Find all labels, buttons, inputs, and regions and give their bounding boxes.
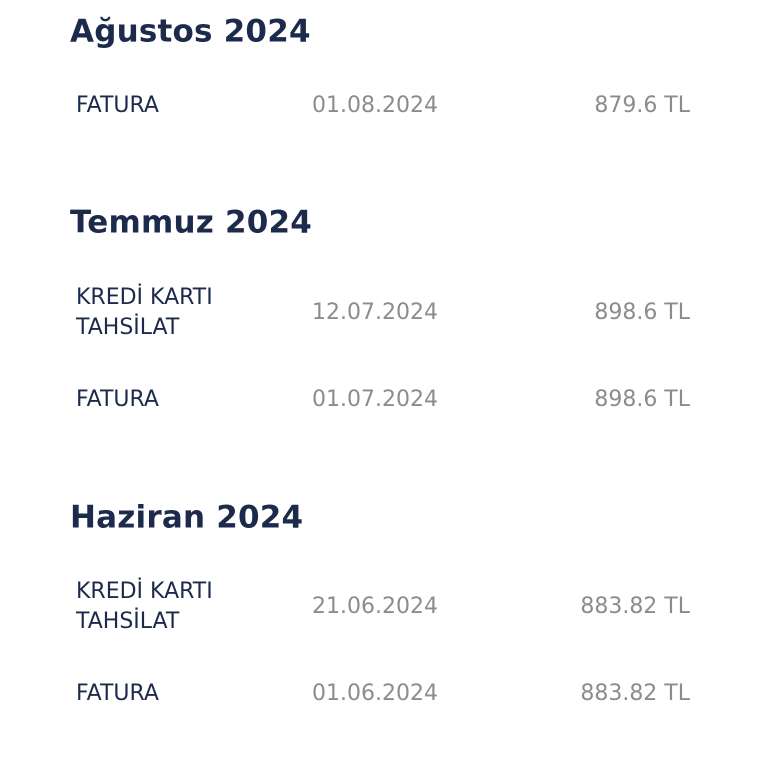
transaction-type: KREDİ KARTI TAHSİLAT [76, 579, 213, 634]
transaction-date: 01.06.2024 [312, 681, 438, 706]
transaction-date: 01.07.2024 [312, 387, 438, 412]
transaction-amount: 879.6 TL [594, 93, 690, 118]
section-title-june: Haziran 2024 [70, 499, 304, 536]
transaction-type: FATURA [76, 93, 159, 118]
transaction-date: 21.06.2024 [312, 594, 438, 619]
transaction-type: KREDİ KARTI TAHSİLAT [76, 285, 213, 340]
transaction-type: FATURA [76, 387, 159, 412]
section-title-july: Temmuz 2024 [70, 204, 313, 241]
transaction-amount: 898.6 TL [594, 387, 690, 412]
transaction-date: 01.08.2024 [312, 93, 438, 118]
transaction-amount: 883.82 TL [580, 594, 690, 619]
transaction-amount: 883.82 TL [580, 681, 690, 706]
transaction-type: FATURA [76, 681, 159, 706]
transaction-amount: 898.6 TL [594, 300, 690, 325]
section-title-august: Ağustos 2024 [70, 13, 311, 50]
transaction-date: 12.07.2024 [312, 300, 438, 325]
